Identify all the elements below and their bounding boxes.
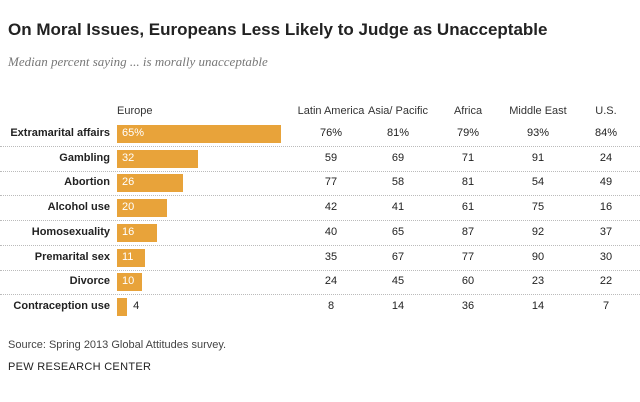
row-label: Gambling <box>59 151 110 164</box>
bar-value-label: 4 <box>133 299 140 312</box>
table-value: 91 <box>531 151 545 164</box>
table-value: 81 <box>461 176 475 189</box>
row-label: Premarital sex <box>34 250 110 263</box>
table-value: 90 <box>531 250 545 263</box>
bar-value-label: 20 <box>122 201 135 214</box>
table-value: 87 <box>461 225 475 238</box>
table-value: 41 <box>391 201 405 214</box>
table-value: 59 <box>324 151 338 164</box>
chart-title: On Moral Issues, Europeans Less Likely t… <box>8 20 548 39</box>
table-value: 37 <box>599 225 613 238</box>
column-header: Latin America <box>297 105 365 117</box>
bar-value-label: 32 <box>122 151 135 164</box>
table-value: 93% <box>526 127 550 139</box>
row-separator <box>0 294 640 296</box>
table-value: 14 <box>391 299 405 312</box>
table-value: 40 <box>324 225 338 238</box>
table-value: 58 <box>391 176 405 189</box>
table-value: 75 <box>531 201 545 214</box>
bar <box>117 223 158 242</box>
table-value: 49 <box>599 176 613 189</box>
row-separator <box>0 244 640 246</box>
table-value: 16 <box>599 201 613 214</box>
table-value: 71 <box>461 151 475 164</box>
bar-value-label: 11 <box>122 250 134 263</box>
table-value: 7 <box>602 299 610 312</box>
column-header: Middle East <box>509 105 567 117</box>
table-value: 45 <box>391 275 405 288</box>
bar-value-label: 16 <box>122 225 135 238</box>
table-value: 8 <box>327 299 335 312</box>
column-header: Europe <box>117 105 153 117</box>
table-value: 77 <box>461 250 475 263</box>
footer: PEW RESEARCH CENTER <box>8 361 152 373</box>
bar <box>117 174 183 193</box>
row-label: Contraception use <box>13 299 110 312</box>
row-separator <box>0 220 640 222</box>
bar <box>117 125 281 143</box>
table-value: 35 <box>324 250 338 263</box>
column-header: U.S. <box>595 105 617 117</box>
table-value: 92 <box>531 225 545 238</box>
bar-value-label: 26 <box>122 176 135 189</box>
table-value: 54 <box>531 176 545 189</box>
table-value: 65 <box>391 225 405 238</box>
table-value: 76% <box>319 127 343 139</box>
table-value: 14 <box>531 299 545 312</box>
table-value: 23 <box>531 275 545 288</box>
table-value: 81% <box>386 127 410 139</box>
bar <box>117 199 168 218</box>
table-value: 24 <box>599 151 613 164</box>
table-value: 77 <box>324 176 338 189</box>
table-value: 36 <box>461 299 475 312</box>
table-value: 22 <box>599 275 613 288</box>
bar <box>117 297 128 316</box>
table-value: 79% <box>456 127 480 139</box>
table-value: 67 <box>391 250 405 263</box>
row-separator <box>0 269 640 271</box>
bar <box>117 149 198 168</box>
row-separator <box>0 170 640 172</box>
row-label: Homosexuality <box>31 225 110 238</box>
table-value: 60 <box>461 275 475 288</box>
bar-value-label: 65% <box>122 127 145 139</box>
bar <box>117 273 143 292</box>
table-value: 24 <box>324 275 338 288</box>
row-label: Extramarital affairs <box>10 127 110 139</box>
bar <box>117 248 145 267</box>
row-label: Divorce <box>69 275 110 288</box>
row-label: Alcohol use <box>47 201 110 214</box>
source-note: Source: Spring 2013 Global Attitudes sur… <box>8 339 227 351</box>
table-value: 61 <box>461 201 475 214</box>
row-separator <box>0 146 640 147</box>
column-header: Africa <box>453 105 483 117</box>
bar-value-label: 10 <box>122 275 135 288</box>
row-separator <box>0 195 640 197</box>
table-value: 69 <box>391 151 405 164</box>
table-value: 30 <box>599 250 613 263</box>
table-value: 42 <box>324 201 338 214</box>
column-header: Asia/ Pacific <box>368 105 428 117</box>
table-value: 84% <box>594 127 618 139</box>
row-label: Abortion <box>64 176 110 189</box>
chart-subtitle: Median percent saying ... is morally una… <box>8 54 268 69</box>
